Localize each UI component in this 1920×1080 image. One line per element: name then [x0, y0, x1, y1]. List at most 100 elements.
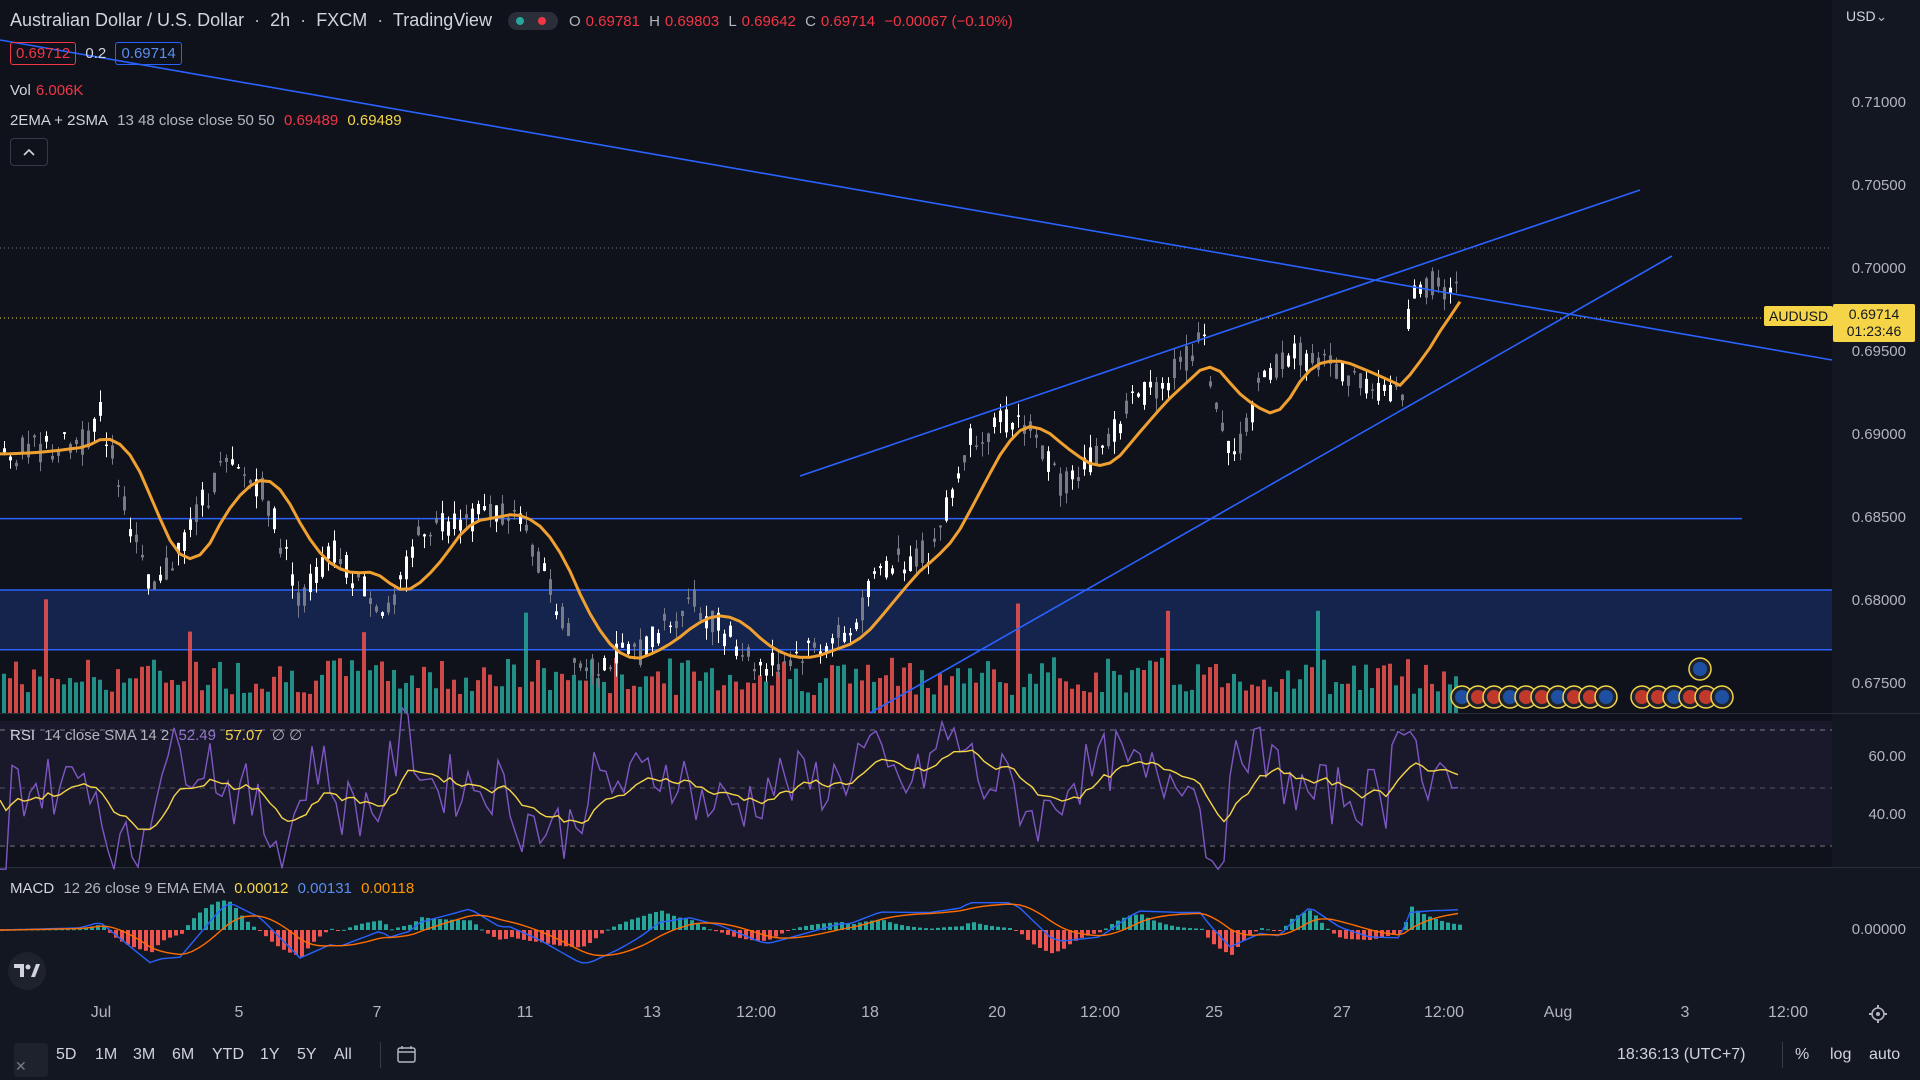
macd-histogram-bar — [864, 921, 868, 930]
time-label: 13 — [643, 1004, 661, 1021]
volume-bar — [1118, 674, 1122, 713]
symbol-name[interactable]: Australian Dollar / U.S. Dollar — [10, 10, 245, 30]
macd-histogram-bar — [1038, 930, 1042, 948]
range-1m-button[interactable]: 1M — [95, 1046, 118, 1063]
volume-bar — [158, 670, 162, 713]
macd-histogram-bar — [1356, 930, 1360, 940]
candle-body — [675, 621, 678, 628]
volume-legend[interactable]: Vol 6.006K — [10, 82, 84, 99]
close-panel-button[interactable] — [14, 1043, 48, 1077]
volume-bar — [284, 682, 288, 713]
ma-legend[interactable]: 2EMA + 2SMA 13 48 close close 50 50 0.69… — [10, 112, 402, 129]
candle-body — [795, 651, 798, 654]
macd-histogram-bar — [720, 930, 724, 933]
toolbar-divider — [380, 1042, 381, 1068]
volume-bar — [1148, 660, 1152, 713]
auto-scale-button[interactable]: auto — [1869, 1046, 1901, 1063]
range-1y-button[interactable]: 1Y — [260, 1046, 280, 1063]
market-status-icon — [507, 12, 558, 31]
ask-button[interactable]: 0.69714 — [115, 42, 182, 65]
macd-histogram-bar — [600, 930, 604, 934]
macd-histogram-bar — [1296, 915, 1300, 930]
interval-label[interactable]: 2h — [270, 10, 291, 30]
range-3m-button[interactable]: 3M — [133, 1046, 156, 1063]
collapse-legend-button[interactable] — [10, 138, 48, 166]
candle-body — [381, 612, 384, 616]
macd-histogram-bar — [276, 930, 280, 947]
candle-body — [405, 556, 408, 580]
clock-timezone[interactable]: 18:36:13 (UTC+7) — [1617, 1046, 1746, 1063]
range-all-button[interactable]: All — [334, 1046, 352, 1063]
macd-histogram-bar — [636, 917, 640, 930]
bid-button[interactable]: 0.69712 — [10, 42, 77, 65]
volume-bar — [854, 668, 858, 713]
macd-histogram-bar — [258, 930, 262, 931]
range-5d-button[interactable]: 5D — [56, 1046, 77, 1063]
percent-scale-button[interactable]: % — [1795, 1046, 1810, 1063]
macd-histogram-bar — [372, 921, 376, 930]
candle-body — [681, 610, 684, 617]
candle-body — [1107, 433, 1110, 447]
volume-bar — [1352, 665, 1356, 713]
candle-body — [279, 547, 282, 554]
volume-bar — [92, 677, 96, 713]
economic-event-flag — [1635, 690, 1649, 704]
volume-bar — [230, 694, 234, 713]
currency-selector[interactable]: USD⌄ — [1846, 8, 1888, 24]
volume-bar — [824, 678, 828, 713]
candle-body — [15, 462, 18, 467]
volume-bar — [722, 685, 726, 713]
price-chart[interactable] — [0, 0, 1920, 1030]
volume-bar — [704, 672, 708, 713]
price-axis[interactable] — [1832, 0, 1920, 1030]
close-icon: ✕ — [15, 1058, 27, 1074]
macd-pane[interactable] — [0, 714, 1832, 867]
rsi-legend[interactable]: RSI 14 close SMA 14 2 52.49 57.07 ∅ ∅ — [10, 727, 303, 744]
volume-bar — [266, 691, 270, 713]
volume-bar — [836, 665, 840, 713]
candle-body — [1167, 383, 1170, 391]
time-label: 18 — [861, 1004, 879, 1021]
volume-bar — [1388, 663, 1392, 713]
candle-body — [285, 547, 288, 549]
macd-legend[interactable]: MACD 12 26 close 9 EMA EMA 0.00012 0.001… — [10, 880, 415, 897]
candle-body — [807, 640, 810, 644]
candle-body — [921, 540, 924, 563]
candle-body — [1437, 277, 1440, 287]
volume-bar — [956, 668, 960, 713]
macd-histogram-bar — [1290, 918, 1294, 930]
candle-body — [1305, 353, 1308, 371]
candle-body — [1179, 356, 1182, 362]
log-scale-button[interactable]: log — [1830, 1046, 1852, 1063]
macd-histogram-bar — [948, 926, 952, 930]
tradingview-logo-icon[interactable] — [8, 952, 46, 990]
volume-bar — [446, 688, 450, 713]
macd-histogram-bar — [306, 930, 310, 949]
date-range-icon[interactable] — [396, 1045, 418, 1065]
price-label: 0.70500 — [1851, 177, 1906, 194]
volume-bar — [674, 694, 678, 713]
candle-body — [213, 472, 216, 493]
candle-body — [657, 632, 660, 644]
volume-bar — [464, 677, 468, 713]
macd-histogram-bar — [1266, 929, 1270, 931]
volume-bar — [1376, 668, 1380, 713]
candle-body — [729, 625, 732, 637]
range-6m-button[interactable]: 6M — [172, 1046, 195, 1063]
volume-bar — [1016, 603, 1020, 713]
macd-histogram-bar — [912, 926, 916, 930]
macd-histogram-bar — [1344, 930, 1348, 939]
macd-histogram-bar — [72, 929, 76, 931]
range-ytd-button[interactable]: YTD — [212, 1046, 244, 1063]
gear-icon[interactable] — [1868, 1004, 1888, 1024]
volume-bar — [110, 691, 114, 713]
candle-body — [453, 513, 456, 530]
candle-body — [177, 542, 180, 554]
volume-bar — [1214, 663, 1218, 713]
range-5y-button[interactable]: 5Y — [297, 1046, 317, 1063]
volume-bar — [668, 658, 672, 713]
economic-event-flag — [1651, 690, 1665, 704]
macd-histogram-bar — [204, 908, 208, 930]
macd-histogram-bar — [294, 930, 298, 955]
macd-histogram-bar — [894, 923, 898, 930]
